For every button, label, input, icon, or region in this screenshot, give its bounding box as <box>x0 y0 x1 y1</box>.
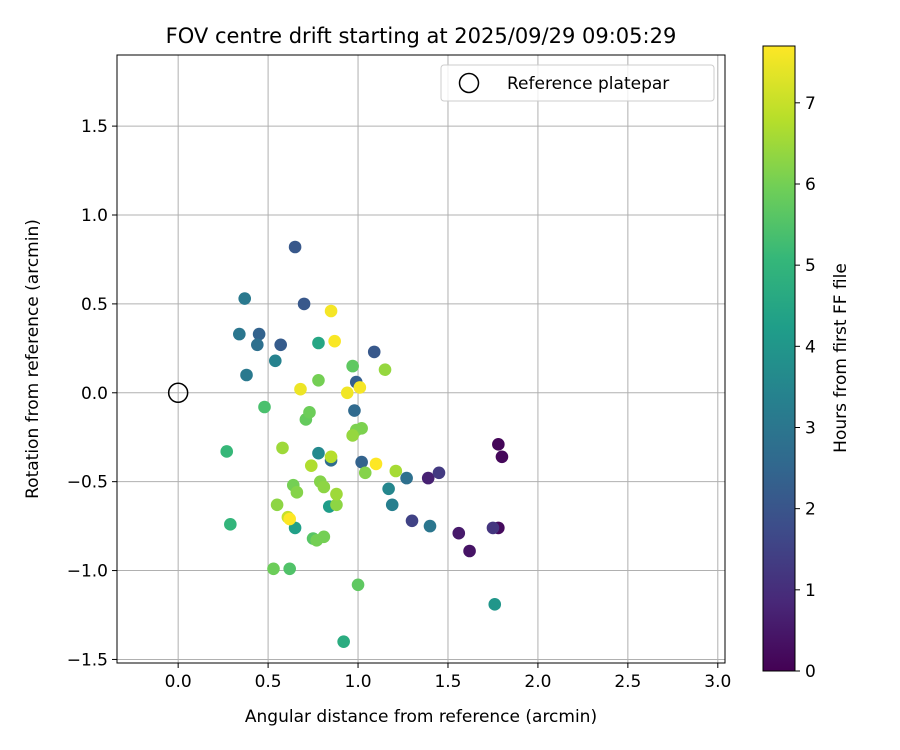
scatter-point <box>240 368 253 382</box>
x-axis-ticks: 0.0 0.5 1.0 1.5 2.0 2.5 3.0 <box>165 663 731 692</box>
grid-lines <box>117 55 725 663</box>
scatter-point <box>283 562 296 576</box>
scatter-point <box>378 363 392 376</box>
colorbar: 0 1 2 3 4 5 6 7 Hours from first FF file <box>762 45 851 682</box>
scatter-point <box>346 429 359 442</box>
scatter-point <box>358 466 372 480</box>
scatter-point <box>330 487 343 501</box>
scatter-point <box>312 446 325 460</box>
x-tick-label: 2.5 <box>614 672 641 692</box>
scatter-point <box>385 498 399 512</box>
scatter-point <box>355 455 368 469</box>
scatter-point <box>421 471 435 485</box>
scatter-point <box>252 327 266 341</box>
scatter-point <box>233 327 246 341</box>
scatter-point <box>340 386 354 400</box>
scatter-point <box>369 457 383 471</box>
colorbar-tick-label: 1 <box>805 581 816 601</box>
scatter-point <box>276 441 289 455</box>
y-axis-ticks: −1.5 −1.0 −0.5 0.0 0.5 1.0 1.5 <box>67 117 117 670</box>
scatter-point <box>351 578 365 592</box>
scatter-point <box>492 438 505 451</box>
legend-entry-label: Reference platepar <box>507 74 669 94</box>
reference-platepar-marker <box>167 382 189 404</box>
colorbar-tick-label: 2 <box>805 500 816 520</box>
scatter-point <box>224 518 237 531</box>
scatter-point <box>270 498 284 512</box>
scatter-point <box>452 526 466 540</box>
scatter-point <box>355 422 368 435</box>
scatter-point <box>353 381 367 394</box>
colorbar-gradient <box>762 45 796 672</box>
y-axis-label: Rotation from reference (arcmin) <box>23 219 43 499</box>
colorbar-label: Hours from first FF file <box>831 263 851 453</box>
scatter-point <box>267 562 280 576</box>
scatter-point <box>330 498 343 512</box>
scatter-point <box>328 334 341 348</box>
colorbar-tick-label: 4 <box>805 337 816 357</box>
scatter-point <box>258 400 271 414</box>
x-tick-label: 1.5 <box>434 672 461 692</box>
x-tick-label: 1.0 <box>345 672 372 692</box>
scatter-point <box>268 354 282 368</box>
scatter-point <box>346 359 359 373</box>
y-tick-label: −1.0 <box>67 562 108 582</box>
scatter-point <box>312 336 325 350</box>
y-tick-label: 0.0 <box>81 384 108 404</box>
x-tick-label: 2.0 <box>524 672 551 692</box>
scatter-point <box>389 464 403 478</box>
colorbar-tick-label: 0 <box>805 662 816 682</box>
x-tick-label: 3.0 <box>704 672 731 692</box>
colorbar-tick-label: 5 <box>805 256 816 276</box>
data-points <box>220 240 509 648</box>
scatter-point <box>312 374 325 387</box>
plot-frame <box>116 54 726 664</box>
scatter-point <box>432 466 446 480</box>
scatter-point <box>294 382 307 396</box>
scatter-point <box>400 471 413 485</box>
scatter-point <box>348 404 361 417</box>
colorbar-tick-label: 7 <box>805 94 816 114</box>
y-tick-label: 0.5 <box>81 295 108 315</box>
y-tick-label: 1.0 <box>81 206 108 226</box>
colorbar-ticks: 0 1 2 3 4 5 6 7 <box>795 94 816 682</box>
scatter-point <box>317 480 331 494</box>
legend-box <box>440 64 715 102</box>
scatter-point <box>495 450 509 464</box>
chart-title: FOV centre drift starting at 2025/09/29 … <box>166 24 677 48</box>
scatter-point <box>283 512 296 526</box>
scatter-point <box>304 459 318 472</box>
scatter-point <box>303 406 316 419</box>
scatter-point <box>405 514 419 528</box>
x-axis-label: Angular distance from reference (arcmin) <box>245 707 597 727</box>
x-tick-label: 0.0 <box>165 672 192 692</box>
scatter-point <box>297 297 311 311</box>
scatter-point <box>324 304 338 318</box>
scatter-point <box>290 486 304 499</box>
y-tick-label: 1.5 <box>81 117 108 137</box>
scatter-point <box>367 345 381 359</box>
colorbar-tick-label: 6 <box>805 175 816 195</box>
scatter-point <box>324 450 338 464</box>
scatter-point <box>486 521 500 535</box>
scatter-point <box>337 635 350 648</box>
scatter-point <box>274 338 287 352</box>
y-tick-label: −1.5 <box>67 650 108 670</box>
scatter-point <box>382 482 395 496</box>
scatter-point <box>463 544 476 558</box>
legend: Reference platepar <box>440 64 715 102</box>
colorbar-tick-label: 3 <box>805 418 816 438</box>
y-tick-label: −0.5 <box>67 473 108 493</box>
legend-reference-marker <box>458 72 480 94</box>
scatter-point <box>251 338 264 352</box>
scatter-point <box>238 292 252 305</box>
scatter-point <box>423 519 437 533</box>
x-tick-label: 0.5 <box>255 672 282 692</box>
scatter-point <box>220 445 234 458</box>
reference-marker-layer <box>167 382 189 404</box>
scatter-point <box>488 598 502 611</box>
scatter-point <box>288 240 302 254</box>
scatter-point <box>310 534 323 547</box>
